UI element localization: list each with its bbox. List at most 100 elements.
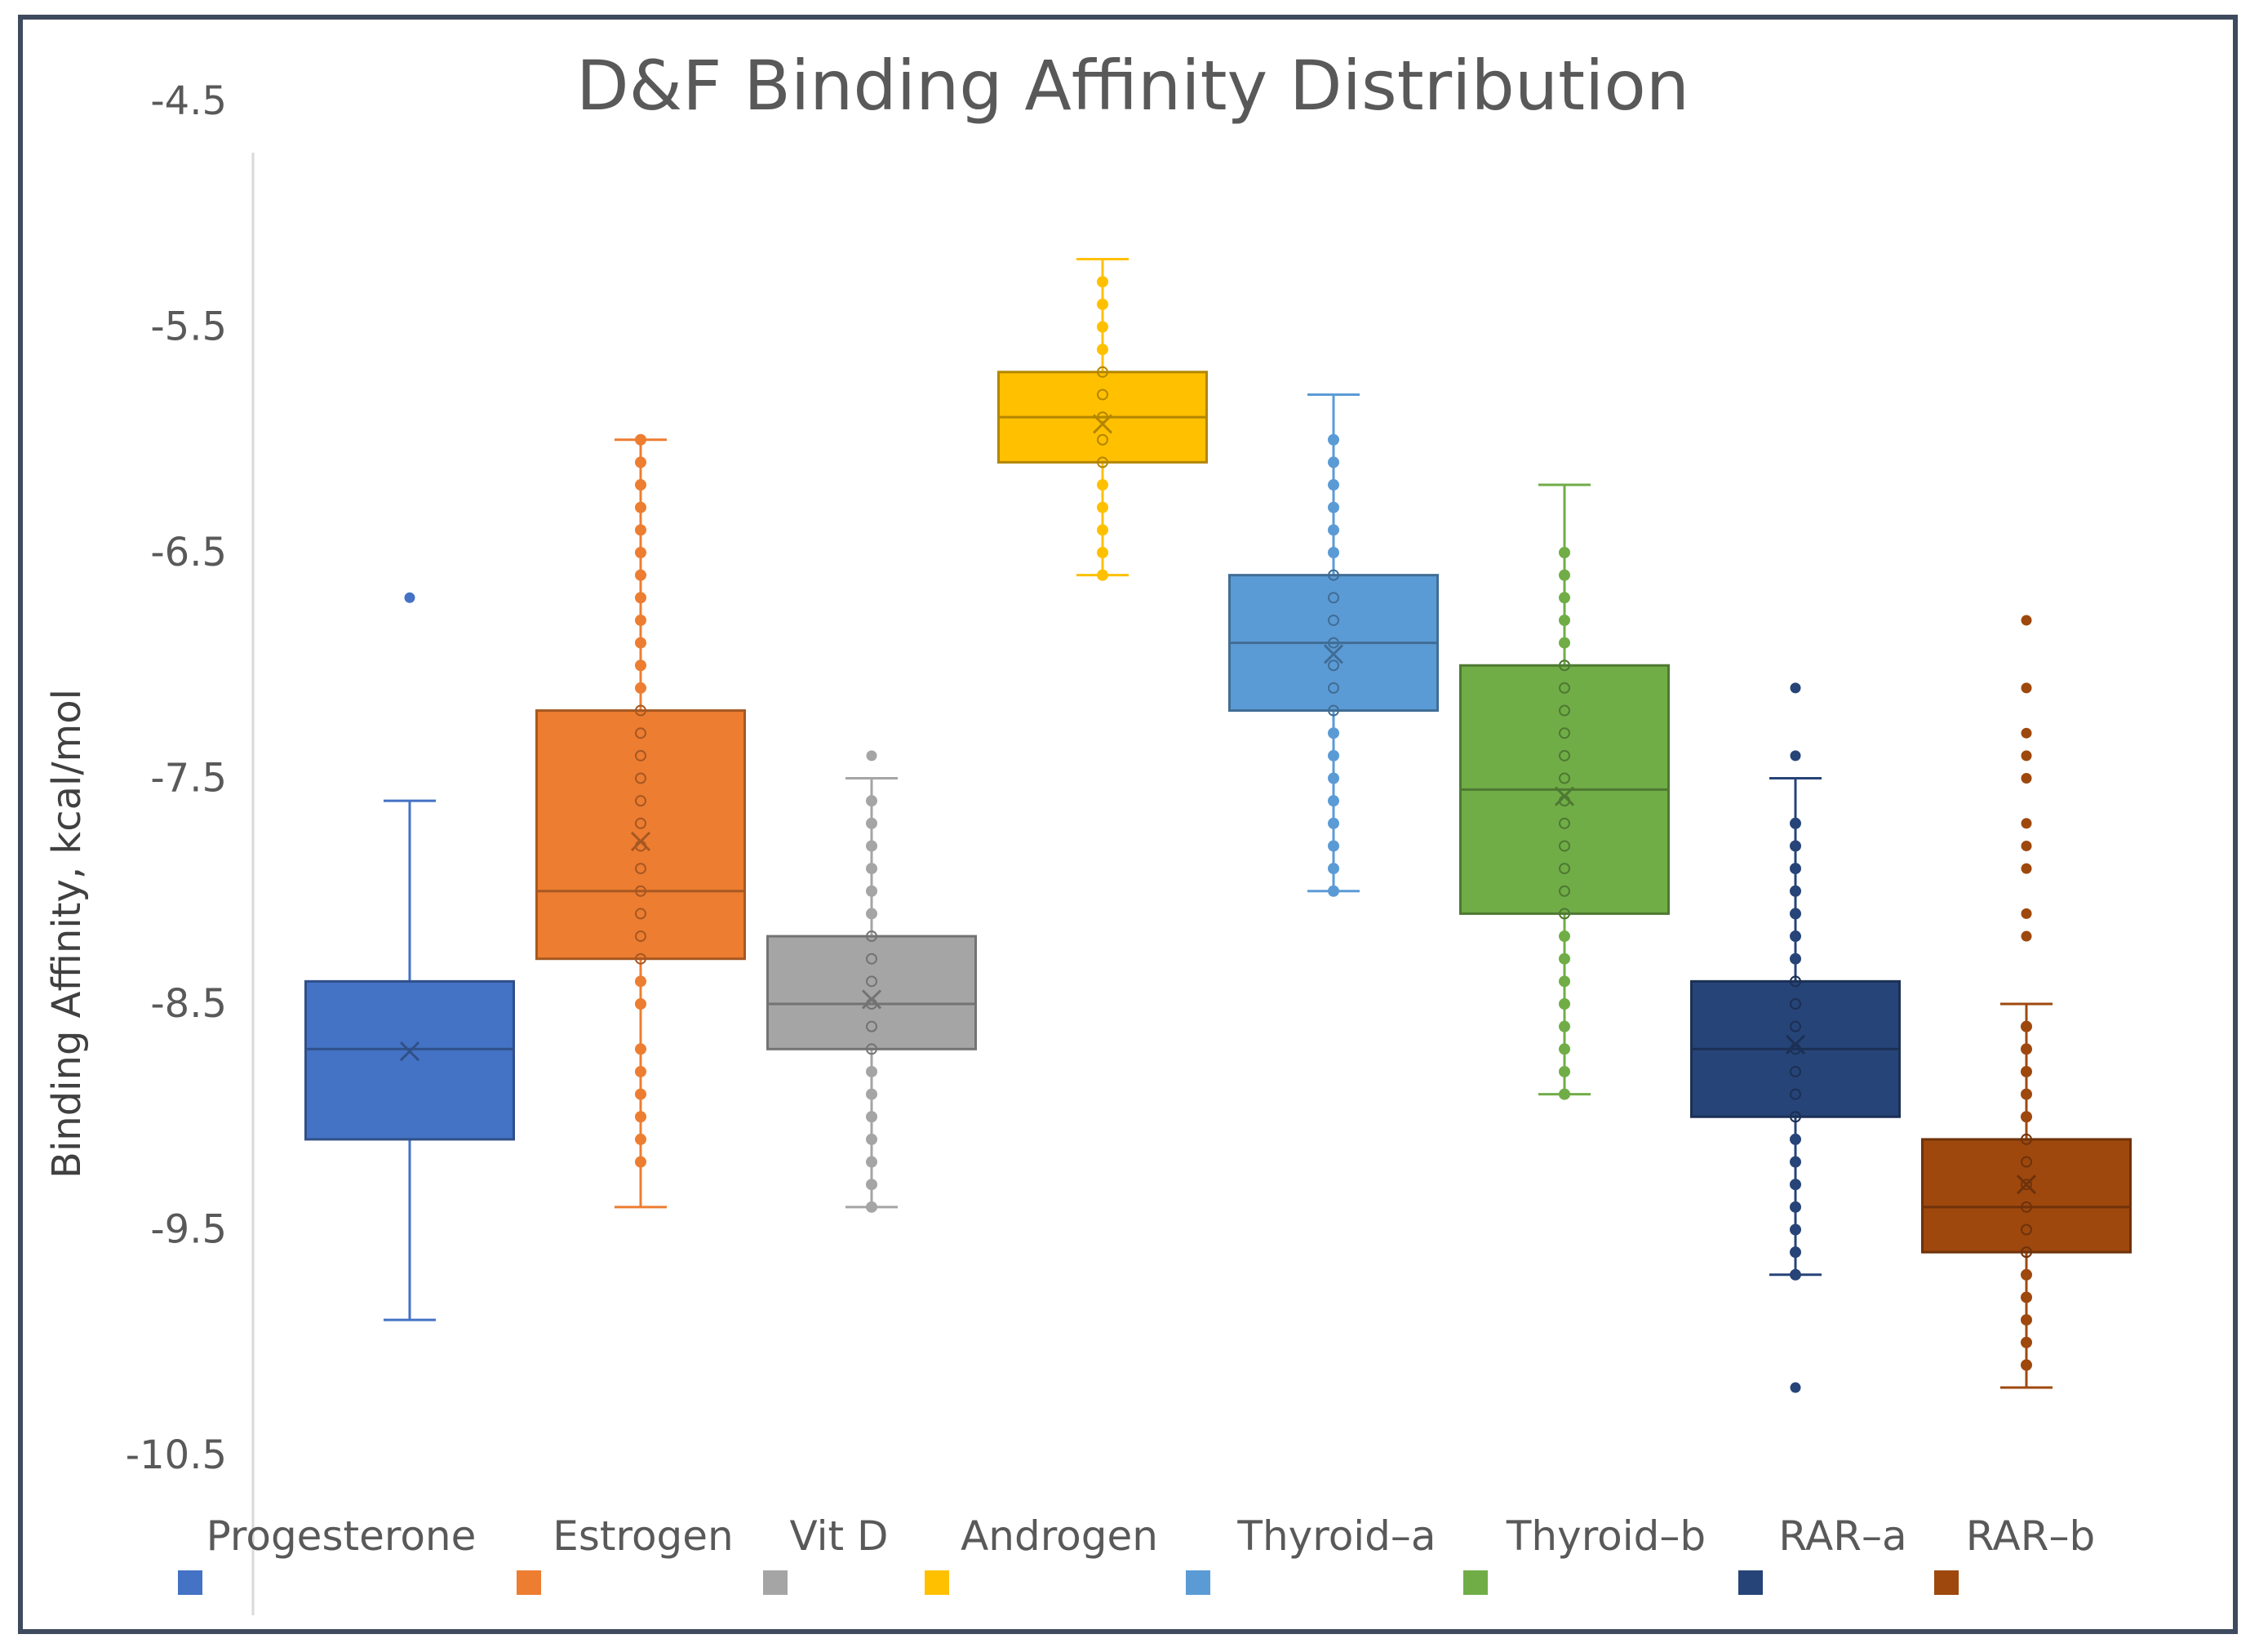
data-point bbox=[866, 908, 877, 920]
outlier-point bbox=[404, 592, 415, 603]
data-point bbox=[1559, 569, 1570, 581]
mean-marker bbox=[861, 989, 882, 1010]
data-point bbox=[635, 1133, 646, 1145]
box-group bbox=[997, 258, 1208, 581]
data-point bbox=[1328, 433, 1339, 446]
data-point bbox=[866, 930, 877, 943]
data-point bbox=[1097, 321, 1108, 333]
outlier-point bbox=[2021, 682, 2032, 694]
data-point bbox=[1559, 772, 1570, 784]
legend-swatch bbox=[1934, 1570, 1959, 1595]
data-point bbox=[866, 1065, 877, 1077]
data-point bbox=[635, 908, 646, 920]
data-point bbox=[1559, 682, 1570, 694]
data-point bbox=[635, 953, 646, 965]
data-point bbox=[1790, 1133, 1801, 1145]
data-point bbox=[1328, 682, 1339, 694]
data-point bbox=[635, 727, 646, 739]
data-point bbox=[866, 840, 877, 852]
legend-swatch bbox=[925, 1570, 949, 1595]
data-point bbox=[1790, 953, 1801, 965]
chart-svg: D&F Binding Affinity Distribution Bindin… bbox=[44, 46, 2132, 1615]
data-point bbox=[1559, 547, 1570, 558]
data-point bbox=[1328, 637, 1339, 649]
data-point bbox=[2021, 1246, 2032, 1259]
data-point bbox=[1559, 614, 1570, 626]
data-point bbox=[1097, 547, 1108, 558]
data-point bbox=[1328, 885, 1339, 897]
legend-label: Androgen bbox=[961, 1512, 1158, 1560]
data-point bbox=[635, 930, 646, 943]
data-point bbox=[1790, 1111, 1801, 1123]
data-point bbox=[635, 501, 646, 513]
chart-title: D&F Binding Affinity Distribution bbox=[576, 46, 1689, 126]
data-point bbox=[1790, 885, 1801, 897]
box-group bbox=[1228, 393, 1439, 897]
data-point bbox=[1559, 1065, 1570, 1077]
data-point bbox=[635, 569, 646, 581]
data-point bbox=[1328, 727, 1339, 739]
y-tick-label: -5.5 bbox=[150, 304, 227, 350]
data-point bbox=[1559, 953, 1570, 965]
outlier-point bbox=[2021, 840, 2032, 851]
data-point bbox=[1559, 749, 1570, 762]
data-point bbox=[866, 885, 877, 897]
mean-marker bbox=[1785, 1034, 1806, 1055]
mean-marker bbox=[630, 831, 651, 851]
data-point bbox=[1559, 727, 1570, 739]
mean-marker bbox=[1092, 414, 1113, 434]
data-point bbox=[2021, 1133, 2032, 1145]
data-point bbox=[866, 795, 877, 807]
data-point bbox=[635, 637, 646, 649]
data-point bbox=[635, 524, 646, 536]
data-point bbox=[1097, 411, 1108, 424]
data-point bbox=[1559, 908, 1570, 920]
data-point bbox=[1790, 908, 1801, 920]
data-point bbox=[1328, 501, 1339, 513]
data-point bbox=[1328, 863, 1339, 875]
data-point bbox=[635, 817, 646, 829]
box-iqr bbox=[304, 979, 515, 1141]
data-point bbox=[1790, 1268, 1801, 1281]
data-point bbox=[1097, 366, 1108, 378]
data-point bbox=[1328, 569, 1339, 581]
data-point bbox=[1328, 659, 1339, 672]
y-tick-label: -8.5 bbox=[150, 981, 227, 1027]
data-point bbox=[635, 456, 646, 469]
data-point bbox=[635, 433, 646, 446]
data-point bbox=[1097, 524, 1108, 536]
data-point bbox=[2021, 1268, 2032, 1281]
data-point bbox=[635, 795, 646, 807]
data-point bbox=[1559, 1043, 1570, 1055]
data-point bbox=[866, 1111, 877, 1123]
outlier-point bbox=[2021, 863, 2032, 874]
data-point bbox=[1097, 344, 1108, 356]
data-point bbox=[1559, 704, 1570, 717]
data-point bbox=[2021, 1223, 2032, 1236]
legend-label: Progesterone bbox=[206, 1512, 477, 1560]
data-point bbox=[1559, 998, 1570, 1010]
legend-swatch bbox=[1463, 1570, 1488, 1595]
legend-swatch bbox=[1738, 1570, 1763, 1595]
y-ticks: -4.5 -5.5 -6.5 -7.5 -8.5 -9.5 -10.5 bbox=[126, 78, 227, 1478]
data-point bbox=[2021, 1336, 2032, 1348]
legend-label: Thyroid–a bbox=[1236, 1512, 1436, 1560]
data-point bbox=[1328, 456, 1339, 469]
data-point bbox=[635, 614, 646, 626]
outlier-point bbox=[2021, 930, 2032, 942]
mean-marker bbox=[399, 1041, 420, 1062]
data-point bbox=[2021, 1291, 2032, 1303]
data-point bbox=[1790, 1223, 1801, 1236]
outlier-point bbox=[1790, 682, 1801, 694]
data-point bbox=[1559, 1020, 1570, 1032]
data-point bbox=[2021, 1156, 2032, 1168]
data-point bbox=[1097, 569, 1108, 581]
data-point bbox=[1328, 704, 1339, 717]
legend-label: RAR–a bbox=[1778, 1512, 1906, 1560]
data-point bbox=[866, 1156, 877, 1168]
outlier-point bbox=[2021, 727, 2032, 739]
data-point bbox=[1097, 276, 1108, 288]
box-iqr bbox=[766, 935, 977, 1050]
legend-swatch bbox=[763, 1570, 788, 1595]
outlier-point bbox=[1790, 1382, 1801, 1393]
